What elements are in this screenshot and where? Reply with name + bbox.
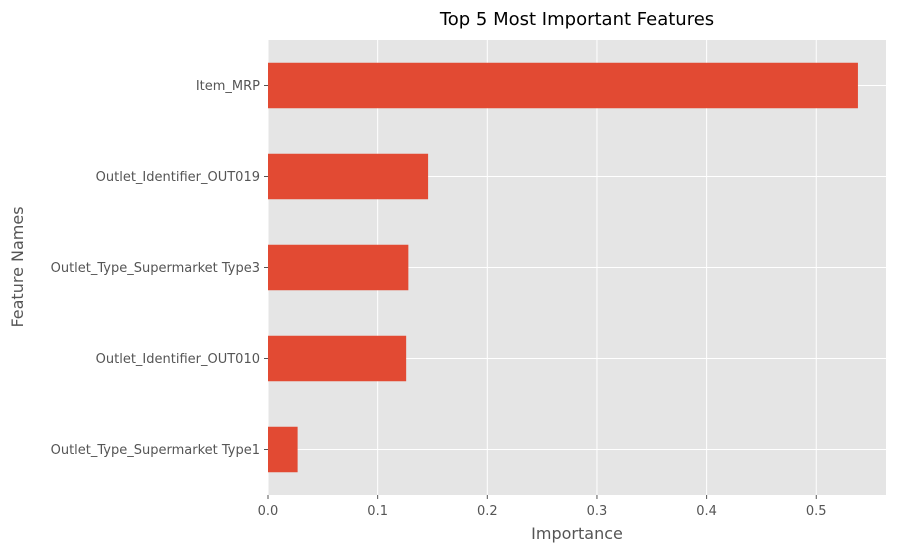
y-tick-label: Item_MRP bbox=[196, 79, 260, 94]
x-tick-label: 0.0 bbox=[258, 504, 279, 519]
bar-3 bbox=[268, 335, 407, 382]
y-tick-label: Outlet_Type_Supermarket Type3 bbox=[51, 261, 260, 276]
y-axis-ticks: Item_MRP Outlet_Identifier_OUT019 Outlet_T… bbox=[51, 79, 268, 458]
x-axis-label: Importance bbox=[531, 524, 623, 543]
x-tick-label: 0.4 bbox=[696, 504, 717, 519]
bar-4 bbox=[268, 426, 298, 473]
y-axis-label: Feature Names bbox=[8, 206, 27, 327]
bars bbox=[268, 62, 858, 473]
x-tick-label: 0.5 bbox=[806, 504, 827, 519]
x-axis-ticks: 0.0 0.1 0.2 0.3 0.4 0.5 bbox=[258, 495, 827, 519]
x-tick-label: 0.3 bbox=[587, 504, 608, 519]
bar-0 bbox=[268, 62, 858, 109]
y-tick-label: Outlet_Identifier_OUT010 bbox=[96, 352, 260, 367]
chart-title: Top 5 Most Important Features bbox=[439, 9, 714, 30]
bar-1 bbox=[268, 153, 429, 200]
x-tick-label: 0.1 bbox=[367, 504, 388, 519]
x-tick-label: 0.2 bbox=[477, 504, 498, 519]
bar-2 bbox=[268, 244, 409, 291]
y-tick-label: Outlet_Type_Supermarket Type1 bbox=[51, 443, 260, 458]
y-tick-label: Outlet_Identifier_OUT019 bbox=[96, 170, 260, 185]
